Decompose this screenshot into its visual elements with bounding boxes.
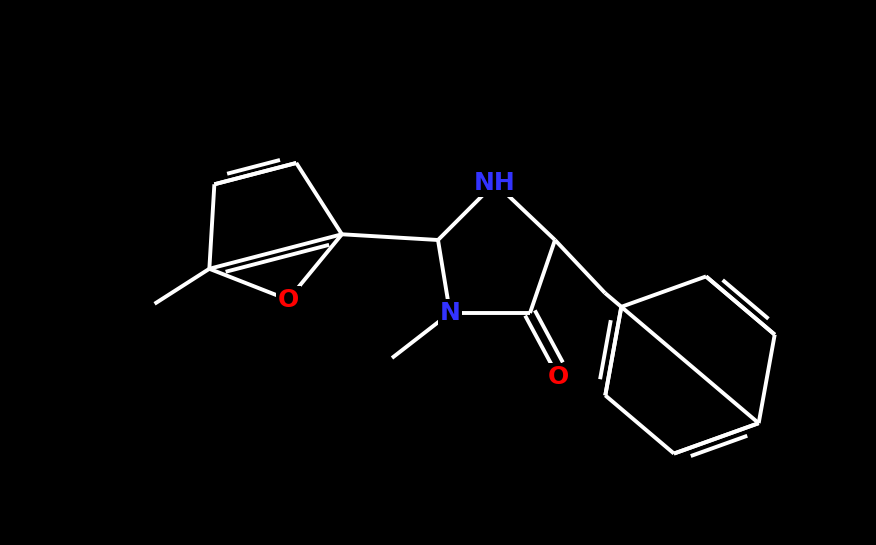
Text: O: O (278, 288, 299, 312)
Text: N: N (440, 301, 461, 325)
Text: NH: NH (474, 171, 516, 195)
Text: O: O (548, 365, 569, 389)
